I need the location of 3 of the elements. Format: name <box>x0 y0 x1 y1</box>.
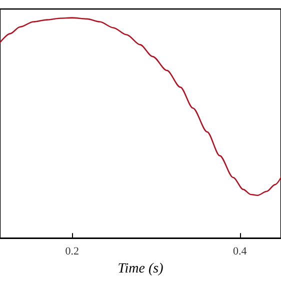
x-tick-label: 0.2 <box>65 246 80 258</box>
x-axis-title: Time (s) <box>118 262 164 276</box>
x-tick-label: 0.4 <box>233 246 248 258</box>
